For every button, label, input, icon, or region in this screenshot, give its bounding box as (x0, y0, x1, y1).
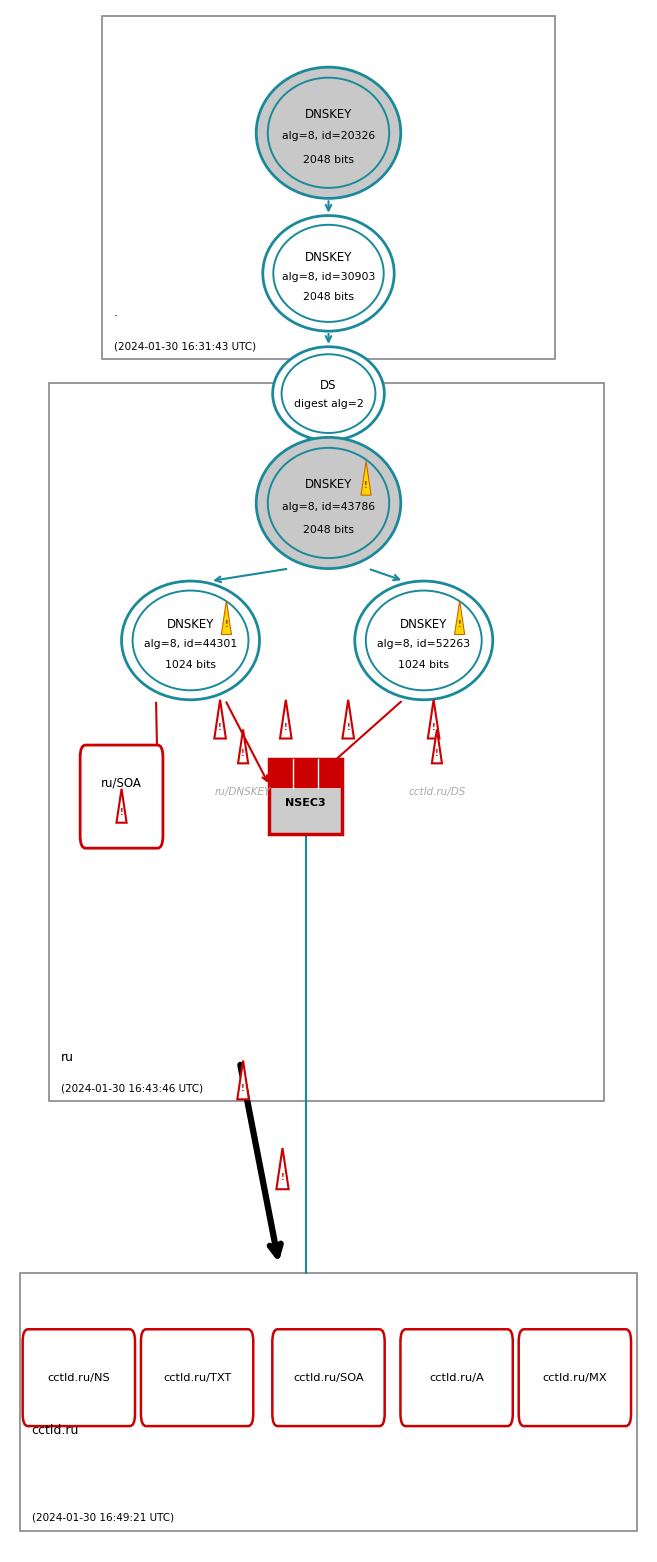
FancyBboxPatch shape (49, 383, 604, 1101)
Ellipse shape (263, 216, 394, 331)
Text: digest alg=2: digest alg=2 (294, 398, 363, 409)
Text: cctld.ru/A: cctld.ru/A (429, 1373, 484, 1382)
Text: 2048 bits: 2048 bits (303, 525, 354, 536)
Text: DNSKEY: DNSKEY (305, 108, 352, 122)
Text: alg=8, id=43786: alg=8, id=43786 (282, 501, 375, 512)
Polygon shape (280, 700, 292, 739)
Text: .: . (114, 306, 118, 319)
Ellipse shape (355, 581, 493, 700)
FancyBboxPatch shape (102, 16, 555, 359)
Text: !: ! (364, 481, 368, 490)
Text: 1024 bits: 1024 bits (165, 659, 216, 670)
Text: 2048 bits: 2048 bits (303, 292, 354, 301)
Text: !: ! (284, 723, 288, 731)
Text: cctld.ru/DS: cctld.ru/DS (408, 787, 466, 797)
Text: 2048 bits: 2048 bits (303, 155, 354, 166)
Text: cctld.ru: cctld.ru (32, 1425, 79, 1437)
Text: !: ! (432, 723, 436, 731)
Ellipse shape (256, 437, 401, 569)
Ellipse shape (122, 581, 260, 700)
Ellipse shape (273, 347, 384, 440)
Text: !: ! (218, 723, 222, 731)
FancyBboxPatch shape (20, 1273, 637, 1531)
Polygon shape (342, 700, 354, 739)
Text: alg=8, id=52263: alg=8, id=52263 (377, 639, 470, 648)
Text: cctld.ru/MX: cctld.ru/MX (543, 1373, 607, 1382)
Text: !: ! (346, 723, 350, 731)
Text: !: ! (435, 750, 439, 758)
Text: alg=8, id=20326: alg=8, id=20326 (282, 131, 375, 142)
Text: NSEC3: NSEC3 (285, 798, 326, 808)
Text: alg=8, id=44301: alg=8, id=44301 (144, 639, 237, 648)
Polygon shape (238, 729, 248, 764)
Text: alg=8, id=30903: alg=8, id=30903 (282, 272, 375, 281)
Polygon shape (116, 789, 127, 823)
Text: ru/DNSKEY: ru/DNSKEY (215, 787, 271, 797)
FancyBboxPatch shape (400, 1329, 512, 1426)
Polygon shape (455, 601, 464, 634)
Text: (2024-01-30 16:31:43 UTC): (2024-01-30 16:31:43 UTC) (114, 342, 256, 351)
FancyBboxPatch shape (22, 1329, 135, 1426)
FancyBboxPatch shape (269, 759, 342, 787)
Polygon shape (214, 700, 226, 739)
Text: DS: DS (320, 380, 337, 392)
Text: cctld.ru/TXT: cctld.ru/TXT (163, 1373, 231, 1382)
Polygon shape (428, 700, 440, 739)
Text: !: ! (241, 1084, 245, 1092)
Text: ru: ru (61, 1051, 74, 1064)
Text: DNSKEY: DNSKEY (305, 478, 352, 492)
Ellipse shape (256, 67, 401, 198)
FancyBboxPatch shape (269, 759, 342, 834)
Polygon shape (361, 461, 371, 495)
FancyBboxPatch shape (80, 745, 163, 848)
Text: (2024-01-30 16:43:46 UTC): (2024-01-30 16:43:46 UTC) (61, 1084, 203, 1093)
Text: cctld.ru/SOA: cctld.ru/SOA (293, 1373, 364, 1382)
Text: 1024 bits: 1024 bits (398, 659, 449, 670)
Text: cctld.ru/NS: cctld.ru/NS (47, 1373, 110, 1382)
Polygon shape (237, 1061, 249, 1100)
FancyBboxPatch shape (141, 1329, 253, 1426)
Text: DNSKEY: DNSKEY (167, 617, 214, 631)
FancyBboxPatch shape (519, 1329, 631, 1426)
Text: DNSKEY: DNSKEY (305, 251, 352, 264)
Text: !: ! (241, 750, 245, 758)
Polygon shape (221, 601, 231, 634)
FancyBboxPatch shape (272, 1329, 384, 1426)
Text: ru/SOA: ru/SOA (101, 776, 142, 789)
Text: !: ! (281, 1173, 284, 1182)
Text: !: ! (225, 620, 228, 629)
Text: !: ! (120, 809, 124, 817)
Text: (2024-01-30 16:49:21 UTC): (2024-01-30 16:49:21 UTC) (32, 1514, 173, 1523)
Text: !: ! (458, 620, 461, 629)
Polygon shape (432, 729, 442, 764)
Polygon shape (277, 1148, 288, 1189)
Text: DNSKEY: DNSKEY (400, 617, 447, 631)
